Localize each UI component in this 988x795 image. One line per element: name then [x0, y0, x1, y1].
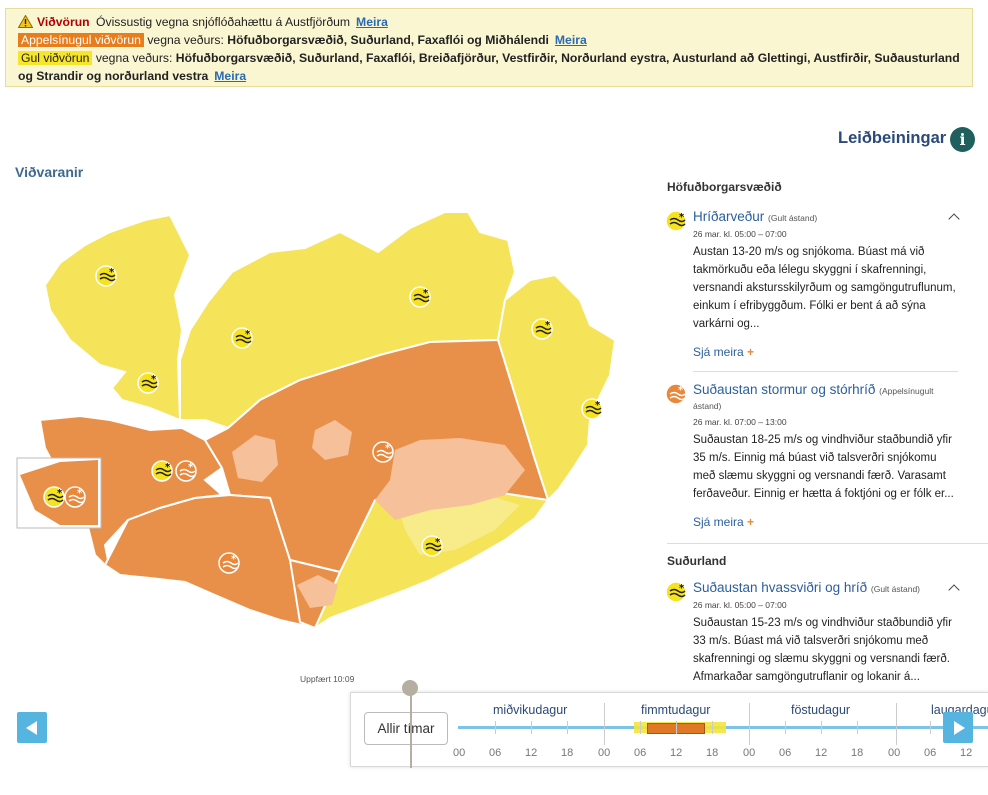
day-label[interactable]: miðvikudagur	[493, 703, 568, 717]
hour-label: 12	[525, 747, 538, 759]
tick	[821, 721, 822, 734]
yellow-more-link[interactable]: Meira	[214, 69, 247, 83]
tick	[676, 721, 677, 734]
warning-text: Suðaustan 18-25 m/s og vindhviður staðbu…	[693, 434, 954, 500]
region-divider	[667, 543, 988, 544]
map-orange-warning-icon[interactable]	[372, 441, 394, 463]
region-heading: Höfuðborgarsvæðið	[667, 180, 782, 194]
hour-label: 00	[598, 747, 611, 759]
hour-label: 12	[815, 747, 828, 759]
tick	[857, 721, 858, 734]
warning-title: Suðaustan stormur og stórhríð (Appelsínu…	[693, 382, 934, 411]
timeline-prev-button[interactable]	[17, 712, 47, 743]
orange-warning-tag: Appelsínugul viðvörun	[18, 33, 144, 47]
tick	[567, 721, 568, 734]
yellow-snow-wind-icon	[666, 211, 686, 231]
avalanche-notice: Óvissustig vegna snjóflóðahættu á Austfj…	[96, 15, 351, 29]
yellow-regions: Höfuðborgarsvæðið, Suðurland, Faxaflói, …	[175, 51, 960, 65]
region-heading: Suðurland	[667, 554, 727, 568]
map-orange-warning-icon[interactable]	[218, 552, 240, 574]
map-yellow-warning-icon[interactable]	[95, 265, 117, 287]
warning-date: 26 mar. kl. 05:00 – 07:00	[693, 600, 787, 610]
map-yellow-warning-icon[interactable]	[421, 535, 443, 557]
warning-text: Suðaustan 15-23 m/s og vindhviður staðbu…	[693, 617, 952, 683]
glacier-myrdalsjokull	[297, 575, 338, 608]
map-region-westfjords[interactable]	[43, 213, 192, 422]
timeline-handle[interactable]	[402, 680, 418, 696]
warning-item[interactable]: Suðaustan stormur og stórhríð (Appelsínu…	[651, 382, 988, 529]
glacier-langjokull	[232, 435, 278, 482]
map-yellow-warning-icon[interactable]	[137, 372, 159, 394]
hour-label: 00	[743, 747, 756, 759]
warning-map[interactable]: * *	[15, 200, 640, 640]
hour-label: 18	[706, 747, 719, 759]
map-yellow-warning-icon[interactable]	[409, 286, 431, 308]
map-yellow-warning-icon[interactable]	[531, 318, 553, 340]
warning-banner: Viðvörun Óvissustig vegna snjóflóðahættu…	[5, 8, 973, 87]
map-yellow-warning-icon[interactable]	[43, 486, 65, 508]
orange-prefix: vegna veðurs:	[147, 33, 224, 47]
warning-title: Viðvörun	[37, 15, 90, 29]
yellow-snow-wind-icon	[666, 582, 686, 602]
hour-label: 06	[779, 747, 792, 759]
warnings-panel: Höfuðborgarsvæðið Hríðarveður (Gult ásta…	[651, 180, 988, 695]
map-yellow-warning-icon[interactable]	[151, 460, 173, 482]
orange-regions: Höfuðborgarsvæðið, Suðurland, Faxaflói o…	[227, 33, 549, 47]
tick	[712, 721, 713, 734]
hour-label: 06	[924, 747, 937, 759]
warning-title: Hríðarveður (Gult ástand)	[693, 209, 818, 224]
notice-more-link[interactable]: Meira	[356, 15, 388, 29]
warning-item[interactable]: Hríðarveður (Gult ástand) 26 mar. kl. 05…	[651, 209, 988, 359]
tick	[785, 721, 786, 734]
info-icon[interactable]: i	[950, 127, 975, 152]
warning-date: 26 mar. kl. 05:00 – 07:00	[693, 229, 787, 239]
tick	[640, 721, 641, 734]
guide-link[interactable]: Leiðbeiningar	[838, 129, 947, 147]
warning-date: 26 mar. kl. 07:00 – 13:00	[693, 417, 787, 427]
timeline[interactable]: Allir tímar miðvikudagur fimmtudagur fös…	[350, 692, 988, 767]
day-separator	[896, 703, 897, 745]
tick	[930, 721, 931, 734]
timeline-handle-line[interactable]	[410, 688, 412, 768]
yellow-prefix: vegna veðurs:	[95, 51, 173, 65]
warning-text: Austan 13-20 m/s og snjókoma. Búast má v…	[693, 246, 956, 330]
hour-label: 12	[670, 747, 683, 759]
tick	[495, 721, 496, 734]
warning-title: Suðaustan hvassviðri og hríð (Gult ástan…	[693, 580, 921, 595]
updated-time: Uppfært 10:09	[300, 674, 355, 684]
orange-snow-wind-icon	[666, 384, 686, 404]
section-title: Viðvaranir	[15, 164, 84, 180]
day-label[interactable]: föstudagur	[791, 703, 851, 717]
warning-triangle-icon	[18, 15, 33, 28]
map-orange-warning-icon[interactable]	[64, 486, 86, 508]
map-yellow-warning-icon[interactable]	[231, 327, 253, 349]
tick	[531, 721, 532, 734]
see-more-link[interactable]: Sjá meira +	[693, 345, 755, 359]
day-separator	[749, 703, 750, 745]
day-separator	[604, 703, 605, 745]
timeline-next-button[interactable]	[943, 712, 973, 743]
hour-label: 18	[851, 747, 864, 759]
hour-label: 00	[453, 747, 466, 759]
orange-more-link[interactable]: Meira	[554, 33, 587, 47]
all-times-button[interactable]: Allir tímar	[364, 712, 448, 745]
yellow-warning-tag: Gul viðvörun	[18, 51, 93, 65]
warning-item[interactable]: Suðaustan hvassviðri og hríð (Gult ástan…	[651, 580, 988, 686]
map-yellow-warning-icon[interactable]	[581, 398, 603, 420]
hour-label: 00	[888, 747, 901, 759]
glacier-vatnajokull	[375, 438, 525, 520]
yellow-regions-cont: og Strandir og norðurland vestra	[18, 69, 209, 83]
see-more-link[interactable]: Sjá meira +	[693, 515, 755, 529]
hour-label: 18	[561, 747, 574, 759]
day-label[interactable]: fimmtudagur	[641, 703, 711, 717]
map-orange-warning-icon[interactable]	[175, 460, 197, 482]
hour-label: 12	[960, 747, 973, 759]
hour-label: 06	[489, 747, 502, 759]
glacier-hofsjokull	[312, 420, 352, 460]
hour-label: 06	[634, 747, 647, 759]
